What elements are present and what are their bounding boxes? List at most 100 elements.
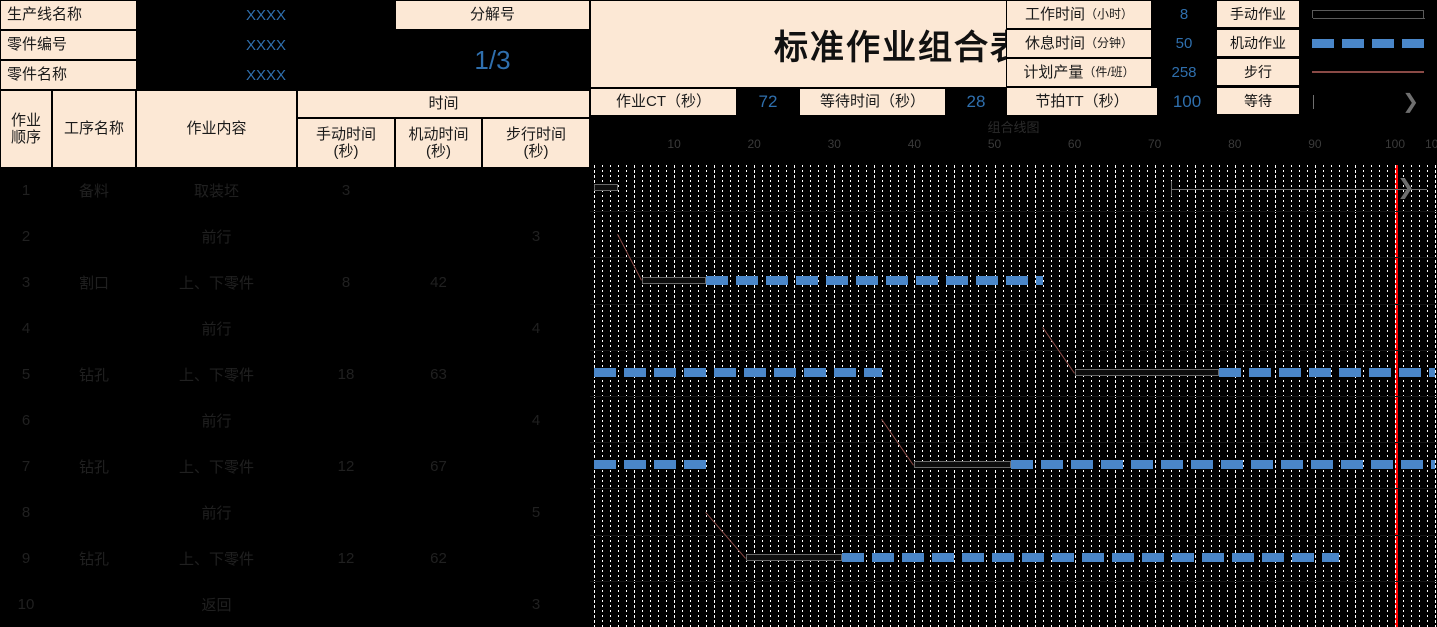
axis-tick-label: 70 [1148, 137, 1162, 151]
legend-swatch-wait: ❯ [1312, 87, 1427, 115]
axis-tick-label: 30 [827, 137, 841, 151]
ct-value[interactable]: 72 [737, 88, 799, 116]
cell-content: 前行 [201, 321, 232, 339]
field-value-part-number[interactable]: XXXX [137, 30, 395, 60]
axis-tick-label: 60 [1067, 137, 1082, 151]
col-header-sequence: 作业 顺序 [0, 90, 52, 168]
manual-segment [1074, 368, 1219, 376]
cell-walk-time [482, 352, 590, 398]
legend-item-auto: 机动作业 [1216, 29, 1300, 57]
combination-chart: 组合线图 10 20 30 40 50 60 70 80 90 100 105 ❯ [590, 115, 1437, 627]
col-header-auto-l2: (秒) [426, 143, 451, 160]
cell-sequence: 4 [21, 320, 31, 338]
legend-swatch-auto [1312, 29, 1427, 57]
cell-manual-time: 18 [337, 366, 355, 384]
table-row: 4 前行 4 [0, 306, 590, 352]
manual-segment [594, 184, 619, 192]
legend-swatch-manual [1312, 0, 1427, 28]
tt-label: 节拍TT（秒） [1006, 87, 1158, 116]
cell-content: 前行 [201, 229, 232, 247]
cell-sequence: 7 [21, 457, 31, 475]
cell-sequence: 2 [21, 228, 31, 246]
table-row: 9 钻孔 上、下零件 12 62 [0, 535, 590, 581]
cell-content: 上、下零件 [178, 550, 254, 568]
manual-segment [746, 553, 843, 561]
walk-line-icon [1312, 71, 1424, 73]
table-row: 8 前行 5 [0, 489, 590, 535]
stat-value-rest-time[interactable]: 50 [1152, 29, 1216, 58]
cell-walk-time: 5 [531, 503, 541, 521]
legend-item-manual: 手动作业 [1216, 0, 1300, 28]
stat-label-rest-time: 休息时间 （分钟） [1006, 29, 1152, 58]
cell-manual-time: 8 [341, 274, 351, 292]
table-row: 10 返回 3 [0, 581, 590, 627]
stat-value-planned-output[interactable]: 258 [1152, 58, 1216, 87]
cell-walk-time [482, 443, 590, 489]
cell-content: 上、下零件 [178, 458, 254, 476]
grid-line-horizontal [590, 303, 1437, 305]
wait-label: 等待时间（秒） [799, 88, 946, 116]
decomposition-value[interactable]: 1/3 [395, 30, 590, 90]
col-header-sequence-l2: 顺序 [10, 129, 41, 146]
cell-walk-time [482, 535, 590, 581]
cell-sequence: 3 [21, 274, 31, 292]
col-header-auto-l1: 机动时间 [408, 125, 469, 143]
grid-line-horizontal [590, 488, 1437, 490]
stat-unit-work-time: （小时） [1085, 6, 1134, 21]
axis-tick-label: 40 [907, 137, 922, 151]
stat-text-planned-output: 计划产量 [1023, 63, 1084, 81]
axis-tick-label: 100 [1384, 137, 1406, 151]
cell-walk-time: 3 [531, 595, 541, 613]
axis-tick-label: 20 [747, 137, 761, 151]
auto-segment [1218, 367, 1436, 377]
auto-segment [594, 367, 883, 377]
wait-start-tick-icon [1313, 95, 1314, 109]
col-header-walk-time: 步行时间 (秒) [482, 118, 590, 168]
work-steps-table: 1 备料 取装坯 3 2 前行 3 3 割口 上、下零件 8 42 4 前行 4 5 钻孔 上、下零件 18 63 6 前… [0, 168, 590, 627]
col-header-content: 作业内容 [136, 90, 297, 168]
waiting-start-tick [1170, 181, 1172, 197]
cell-process [52, 581, 136, 627]
table-row: 3 割口 上、下零件 8 42 [0, 260, 590, 306]
col-header-time-group: 时间 [297, 90, 590, 118]
grid-line-horizontal [590, 257, 1437, 259]
stat-label-planned-output: 计划产量 （件/班） [1006, 58, 1152, 87]
col-header-manual-time: 手动时间 (秒) [297, 118, 395, 168]
cell-auto-time [395, 306, 482, 352]
grid-line-horizontal [590, 580, 1437, 582]
stat-unit-planned-output: （件/班） [1083, 64, 1135, 79]
table-row: 7 钻孔 上、下零件 12 67 [0, 443, 590, 489]
cell-content: 取装坯 [193, 183, 239, 201]
col-header-auto-time: 机动时间 (秒) [395, 118, 482, 168]
cell-process: 备料 [78, 183, 109, 201]
wait-arrow-icon: ❯ [1402, 91, 1419, 113]
cell-walk-time: 4 [531, 320, 541, 338]
table-row: 2 前行 3 [0, 214, 590, 260]
field-value-line-name[interactable]: XXXX [137, 0, 395, 30]
auto-segment [594, 460, 707, 470]
col-header-manual-l1: 手动时间 [315, 125, 376, 143]
stat-value-work-time[interactable]: 8 [1152, 0, 1216, 29]
cell-process [52, 214, 136, 260]
cell-sequence: 6 [21, 411, 31, 429]
decomposition-label: 分解号 [395, 0, 590, 30]
axis-tick-label: 50 [987, 137, 1002, 151]
cell-manual-time [297, 489, 395, 535]
cell-auto-time [395, 398, 482, 444]
ct-label: 作业CT（秒） [590, 88, 737, 116]
cell-auto-time: 62 [430, 549, 447, 567]
field-value-part-name[interactable]: XXXX [137, 60, 395, 90]
cell-auto-time: 67 [430, 457, 447, 475]
col-header-process: 工序名称 [52, 90, 136, 168]
legend-item-wait: 等待 [1216, 87, 1300, 115]
wait-value[interactable]: 28 [946, 88, 1006, 116]
tt-value[interactable]: 100 [1158, 87, 1216, 116]
manual-segment [914, 461, 1011, 469]
manual-segment [642, 276, 707, 284]
cell-content: 上、下零件 [178, 275, 254, 293]
grid-line-horizontal [590, 442, 1437, 444]
col-header-manual-l2: (秒) [333, 143, 359, 160]
cell-auto-time [395, 214, 482, 260]
stat-text-work-time: 工作时间 [1024, 5, 1085, 23]
field-label-part-name: 零件名称 [0, 60, 137, 90]
